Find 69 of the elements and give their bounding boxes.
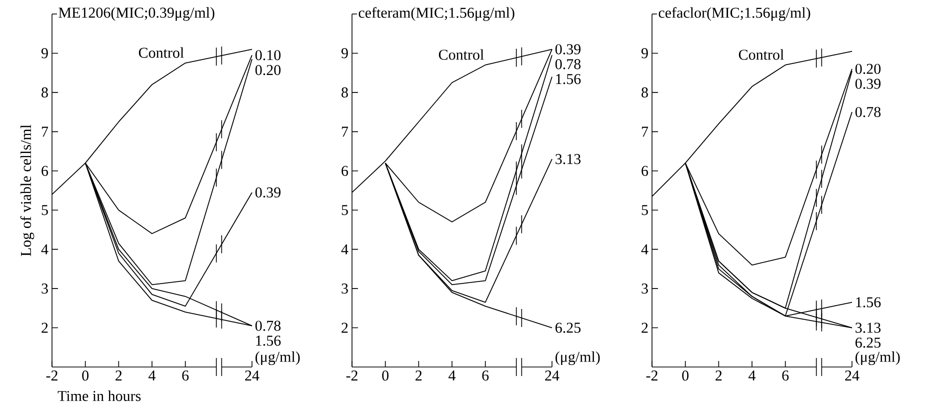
y-tick-label: 9 bbox=[641, 48, 648, 58]
y-tick-label: 6 bbox=[642, 166, 648, 176]
x-axis-title: Time in hours bbox=[58, 390, 141, 402]
series-label: 0.20 bbox=[255, 64, 281, 76]
x-tick-label: 4 bbox=[448, 370, 456, 380]
series-label: 0.78 bbox=[855, 106, 881, 118]
y-tick-label: 2 bbox=[42, 322, 48, 333]
legend-label: 0.10 bbox=[255, 50, 281, 60]
text: (μg/ml) bbox=[256, 351, 300, 366]
series-label: 0.78 bbox=[555, 59, 581, 70]
text: (μg/ml) bbox=[856, 351, 900, 366]
y-tick-label: 9 bbox=[41, 48, 48, 58]
series-label: Control bbox=[138, 47, 184, 58]
x-tick-label: 6 bbox=[482, 370, 489, 381]
y-tick-label: 4 bbox=[641, 244, 648, 254]
legend-label: 0.78 bbox=[255, 320, 281, 331]
series-label: 0.39 bbox=[255, 187, 281, 198]
y-tick-label: 8 bbox=[342, 87, 348, 98]
series-label: Control bbox=[438, 49, 484, 60]
y-tick-label: 9 bbox=[341, 48, 348, 58]
x-tick-label: -2 bbox=[646, 370, 658, 380]
x-tick-label: 0 bbox=[682, 370, 689, 381]
y-tick-label: 7 bbox=[42, 126, 48, 137]
x-tick-label: 2 bbox=[416, 370, 422, 380]
text: (μg/ml) bbox=[556, 351, 600, 366]
chart-title: cefaclor(MIC;1.56μg/ml) bbox=[658, 7, 810, 21]
series-label: 6.25 bbox=[856, 338, 881, 348]
x-tick-label: 0 bbox=[382, 370, 389, 381]
y-tick-label: 8 bbox=[642, 87, 648, 98]
chart-title: ME1206(MIC;0.39μg/ml) bbox=[58, 7, 214, 21]
y-tick-label: 3 bbox=[342, 284, 348, 294]
series-label: Control bbox=[738, 49, 784, 60]
legend-label: 3.13 bbox=[556, 154, 581, 164]
x-tick-label: 24 bbox=[245, 370, 260, 380]
y-tick-label: 7 bbox=[642, 126, 648, 137]
series-label: 1.56 bbox=[256, 336, 281, 346]
series-label: 1.56 bbox=[556, 74, 581, 84]
y-tick-label: 2 bbox=[642, 322, 648, 333]
y-tick-label: 7 bbox=[342, 126, 348, 137]
legend-label: 3.13 bbox=[856, 322, 881, 333]
chart-title: cefteram(MIC;1.56μg/ml) bbox=[358, 7, 514, 21]
y-tick-label: 8 bbox=[42, 87, 48, 98]
y-tick-label: 5 bbox=[42, 205, 48, 216]
y-tick-label: 6 bbox=[342, 166, 348, 176]
x-tick-label: 4 bbox=[148, 370, 156, 380]
series-label: 0.39 bbox=[855, 78, 881, 89]
y-tick-label: 5 bbox=[642, 205, 648, 216]
y-axis-title: Log of viable cells/ml bbox=[20, 124, 34, 256]
x-tick-label: -2 bbox=[346, 370, 358, 380]
y-tick-label: 3 bbox=[642, 284, 648, 294]
legend-label: 1.56 bbox=[856, 297, 881, 308]
x-tick-label: 2 bbox=[716, 370, 722, 380]
x-tick-label: 6 bbox=[182, 370, 189, 381]
x-tick-label: 0 bbox=[82, 370, 89, 381]
legend-label: 6.25 bbox=[556, 322, 581, 333]
x-tick-label: -2 bbox=[46, 370, 58, 380]
x-tick-label: 4 bbox=[748, 370, 756, 380]
x-tick-label: 2 bbox=[116, 370, 122, 380]
y-tick-label: 5 bbox=[342, 205, 348, 216]
y-tick-label: 2 bbox=[342, 322, 348, 333]
x-tick-label: 6 bbox=[782, 370, 789, 381]
legend-label: 0.39 bbox=[555, 44, 581, 54]
y-tick-label: 3 bbox=[42, 284, 48, 294]
y-tick-label: 6 bbox=[42, 166, 48, 176]
y-tick-label: 4 bbox=[41, 244, 48, 254]
x-tick-label: 24 bbox=[545, 370, 560, 380]
series-label: 0.20 bbox=[855, 64, 881, 74]
y-tick-label: 4 bbox=[341, 244, 348, 254]
x-tick-label: 24 bbox=[845, 370, 860, 380]
